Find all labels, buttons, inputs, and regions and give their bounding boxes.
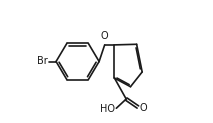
Text: O: O <box>100 31 108 41</box>
Text: Br: Br <box>37 56 48 67</box>
Text: HO: HO <box>100 104 115 115</box>
Text: O: O <box>139 103 147 113</box>
